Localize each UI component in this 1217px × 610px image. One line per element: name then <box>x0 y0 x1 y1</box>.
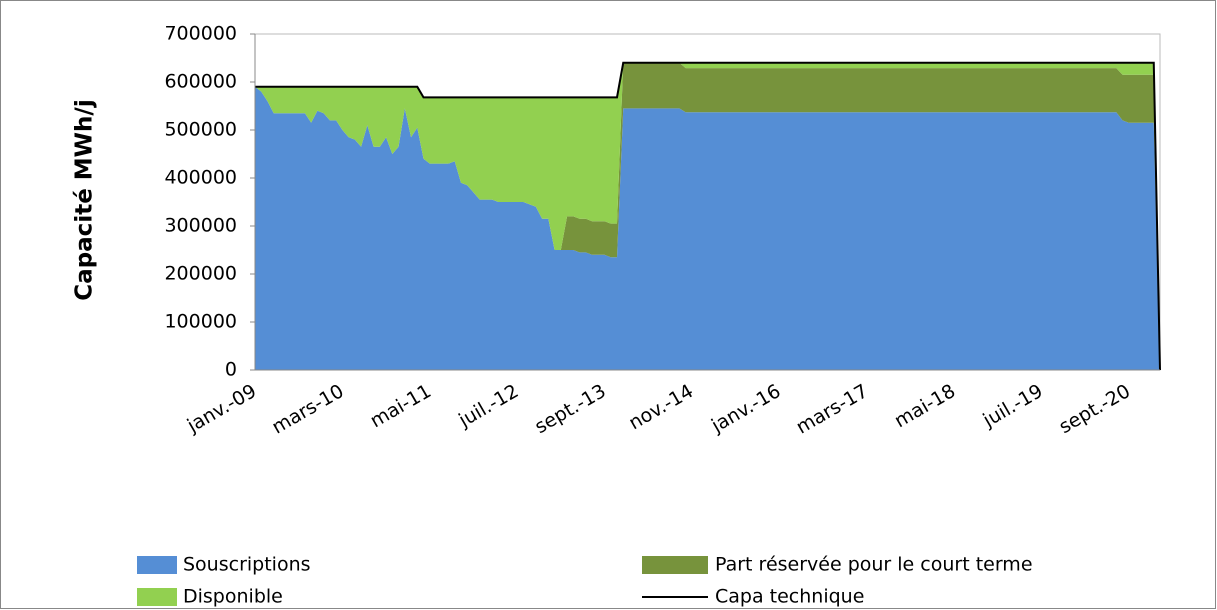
area <box>255 62 1160 371</box>
y-tick-label: 600000 <box>164 71 237 93</box>
y-tick-label: 500000 <box>164 119 237 141</box>
line <box>255 61 1161 371</box>
area <box>255 86 1160 371</box>
y-tick-label: 700000 <box>164 23 237 45</box>
y-tick-label: 200000 <box>164 263 237 285</box>
legend-label: Capa technique <box>715 586 864 608</box>
legend-label: Souscriptions <box>183 554 311 576</box>
legend-label: Part réservée pour le court terme <box>715 554 1033 576</box>
y-tick-label: 300000 <box>164 215 237 237</box>
legend-label: Disponible <box>183 586 283 608</box>
y-tick-label: 400000 <box>164 167 237 189</box>
legend-swatch <box>137 556 177 574</box>
legend-swatch <box>137 588 177 606</box>
area <box>255 62 1160 371</box>
y-tick-label: 0 <box>225 359 237 381</box>
legend-swatch <box>642 556 708 574</box>
y-axis-title: Capacité MWh/j <box>72 99 98 300</box>
y-tick-label: 100000 <box>164 311 237 333</box>
